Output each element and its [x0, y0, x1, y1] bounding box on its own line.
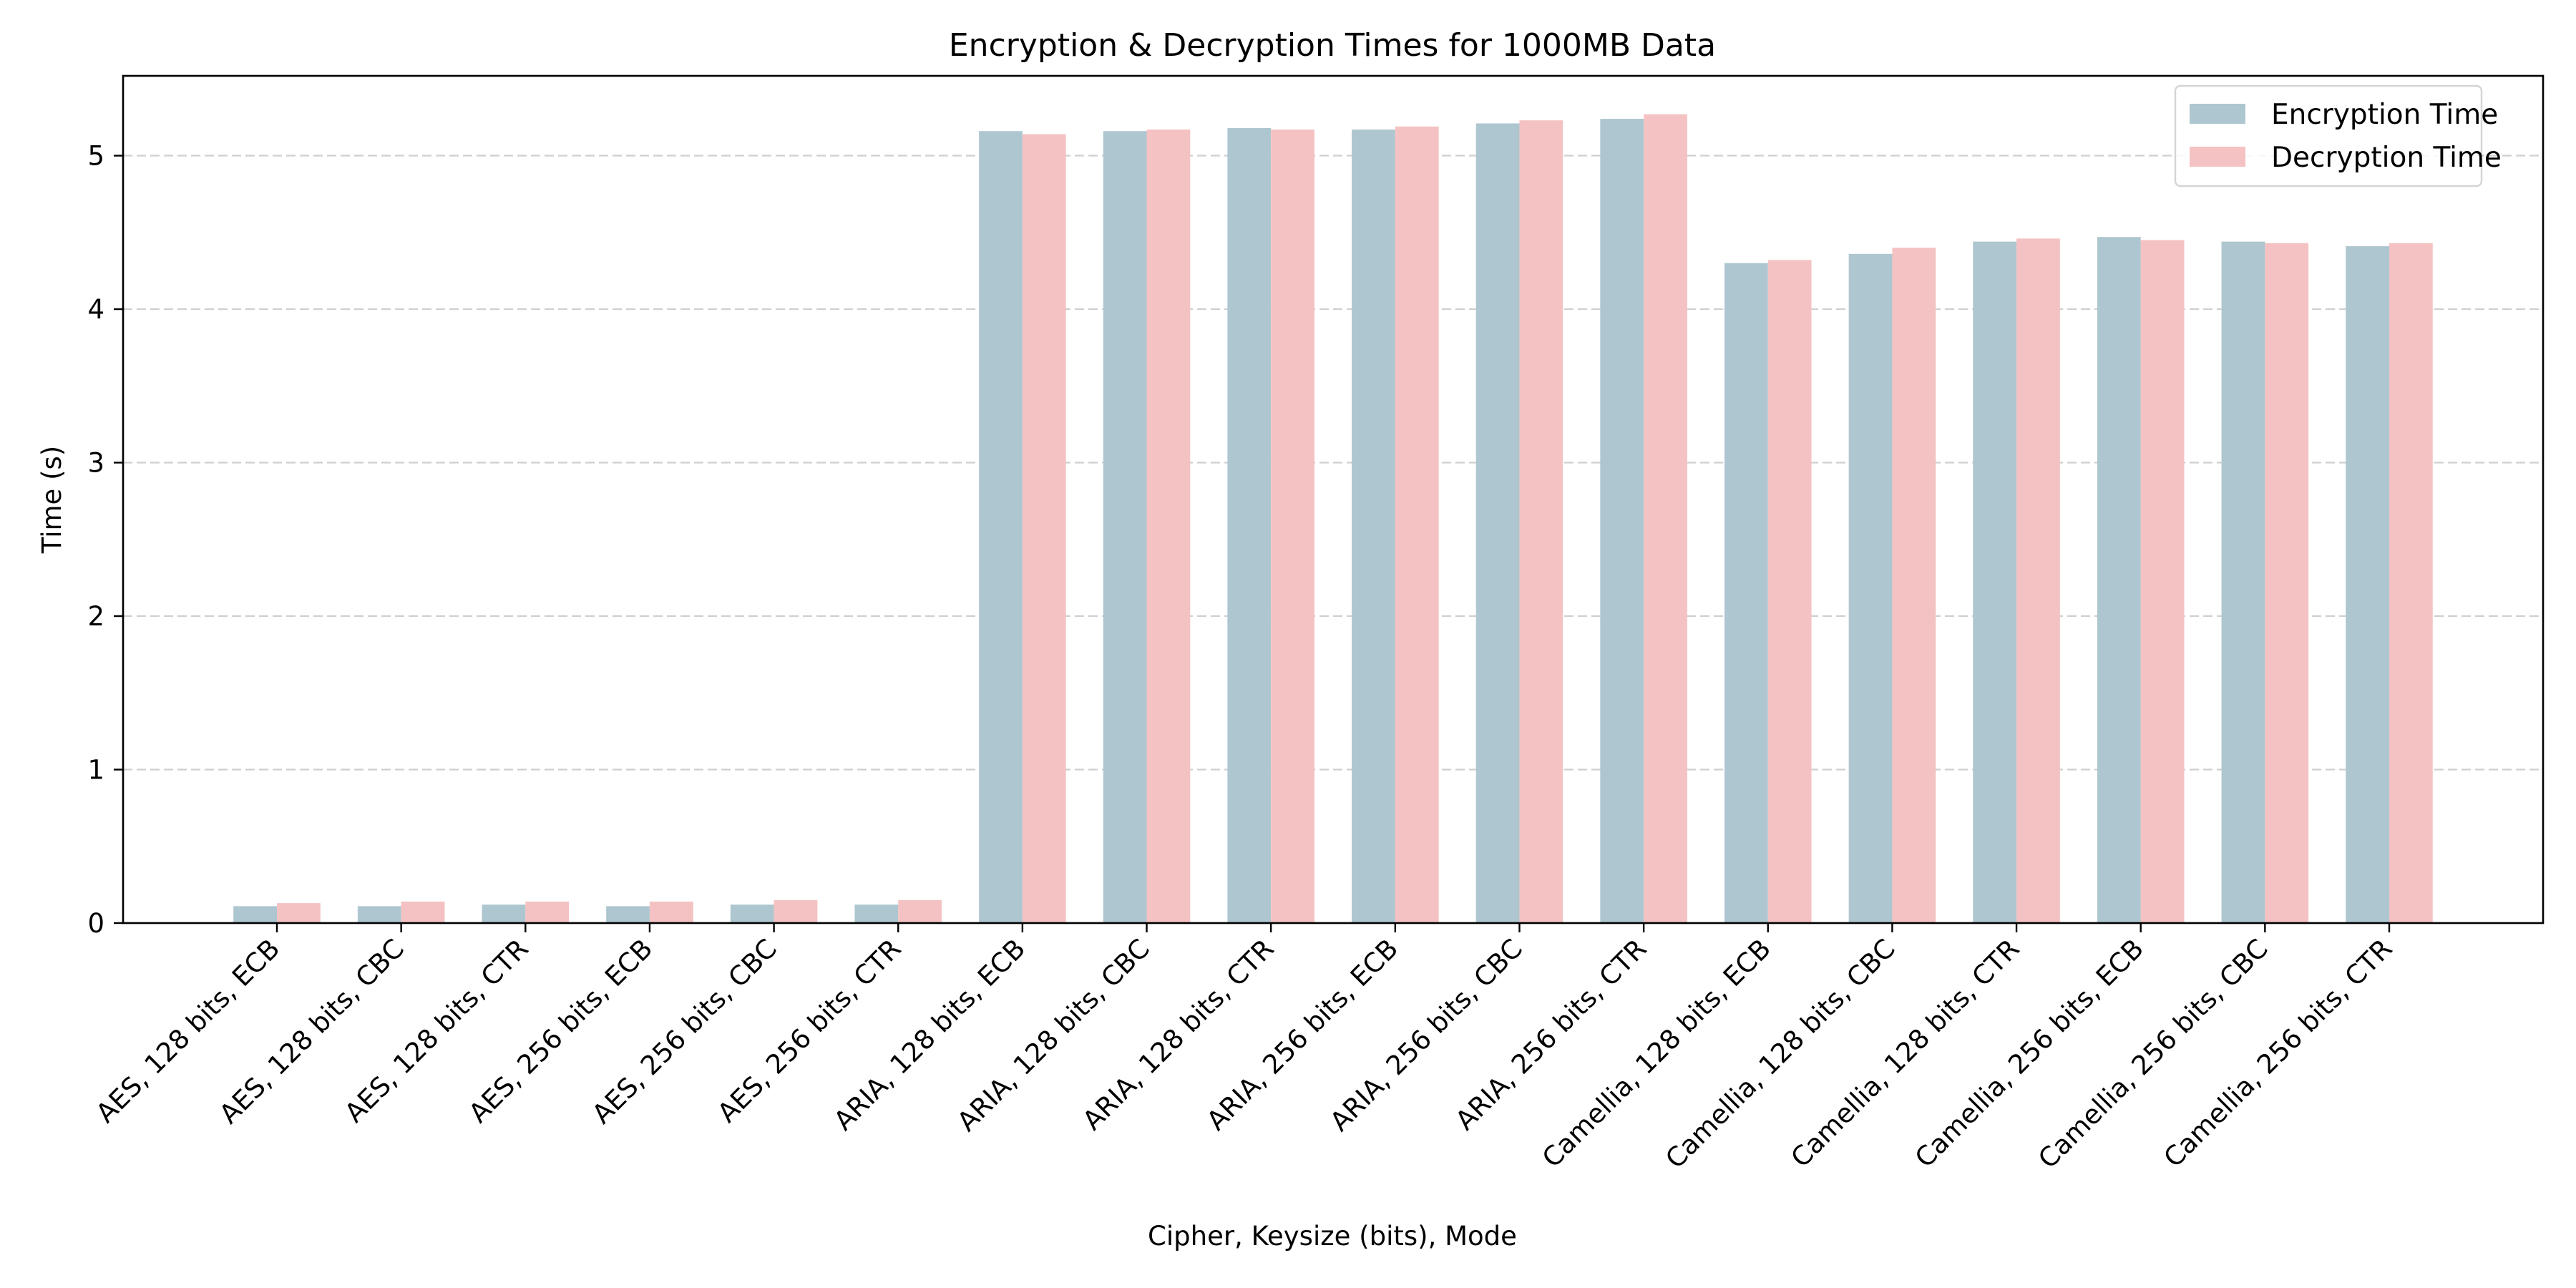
bar-decryption-13 [1892, 248, 1936, 923]
legend-label-decryption: Decryption Time [2271, 142, 2502, 174]
bar-decryption-12 [1767, 260, 1812, 923]
bar-encryption-4 [730, 904, 774, 923]
x-tick-label-14: Camellia, 128 bits, CTR [1785, 933, 2026, 1174]
bar-encryption-12 [1724, 263, 1768, 923]
bar-encryption-2 [482, 904, 526, 923]
bar-decryption-16 [2265, 243, 2309, 923]
legend-swatch-decryption [2190, 147, 2245, 167]
y-tick-label-1: 1 [87, 755, 104, 786]
bar-encryption-0 [233, 906, 277, 923]
x-tick-label-15: Camellia, 256 bits, ECB [1909, 933, 2150, 1174]
chart-title: Encryption & Decryption Times for 1000MB… [949, 27, 1716, 64]
x-axis-label: Cipher, Keysize (bits), Mode [1148, 1221, 1517, 1252]
legend-box [2174, 84, 2483, 187]
bar-encryption-7 [1103, 131, 1147, 923]
bar-encryption-16 [2221, 241, 2265, 923]
y-tick-label-4: 4 [87, 294, 104, 325]
bar-decryption-15 [2140, 240, 2185, 924]
bar-encryption-8 [1227, 127, 1272, 924]
bar-encryption-9 [1352, 130, 1395, 923]
bar-encryption-13 [1848, 253, 1893, 923]
y-tick-label-5: 5 [87, 141, 104, 172]
bar-encryption-17 [2346, 246, 2389, 924]
bar-encryption-3 [606, 906, 650, 923]
y-axis-label: Time (s) [36, 446, 67, 554]
bar-decryption-3 [649, 901, 693, 923]
bar-decryption-6 [1022, 134, 1066, 924]
bar-decryption-8 [1271, 130, 1314, 923]
bar-decryption-1 [401, 901, 445, 923]
bar-encryption-10 [1475, 123, 1520, 923]
legend-swatch-encryption [2190, 104, 2245, 124]
legend-label-encryption: Encryption Time [2271, 99, 2498, 131]
bar-encryption-5 [854, 904, 899, 923]
x-tick-label-16: Camellia, 256 bits, CBC [2032, 933, 2273, 1174]
bar-encryption-14 [1973, 241, 2017, 923]
bars-layer [233, 114, 2433, 924]
y-axis: 0 1 2 3 4 5 [87, 141, 123, 939]
bar-decryption-11 [1644, 114, 1687, 924]
bar-decryption-0 [277, 903, 321, 923]
y-tick-label-0: 0 [87, 908, 104, 939]
bar-encryption-15 [2097, 237, 2141, 923]
legend: Encryption Time Decryption Time [2174, 84, 2502, 187]
bar-encryption-11 [1600, 119, 1644, 923]
bar-encryption-1 [357, 906, 401, 923]
bar-decryption-7 [1146, 130, 1191, 923]
plot-frame [122, 74, 2545, 924]
y-tick-label-2: 2 [87, 601, 104, 632]
bar-decryption-5 [898, 899, 942, 923]
x-tick-label-17: Camellia, 256 bits, CTR [2158, 933, 2399, 1174]
bar-decryption-9 [1395, 126, 1439, 924]
bar-decryption-4 [774, 899, 818, 923]
bar-decryption-2 [525, 901, 570, 923]
bar-decryption-10 [1519, 120, 1563, 924]
x-tick-label-12: Camellia, 128 bits, ECB [1536, 933, 1777, 1174]
bar-encryption-6 [979, 131, 1023, 923]
bar-decryption-14 [2016, 238, 2060, 923]
y-tick-label-3: 3 [87, 448, 104, 479]
x-tick-label-13: Camellia, 128 bits, CBC [1659, 933, 1901, 1174]
bar-decryption-17 [2389, 243, 2433, 923]
